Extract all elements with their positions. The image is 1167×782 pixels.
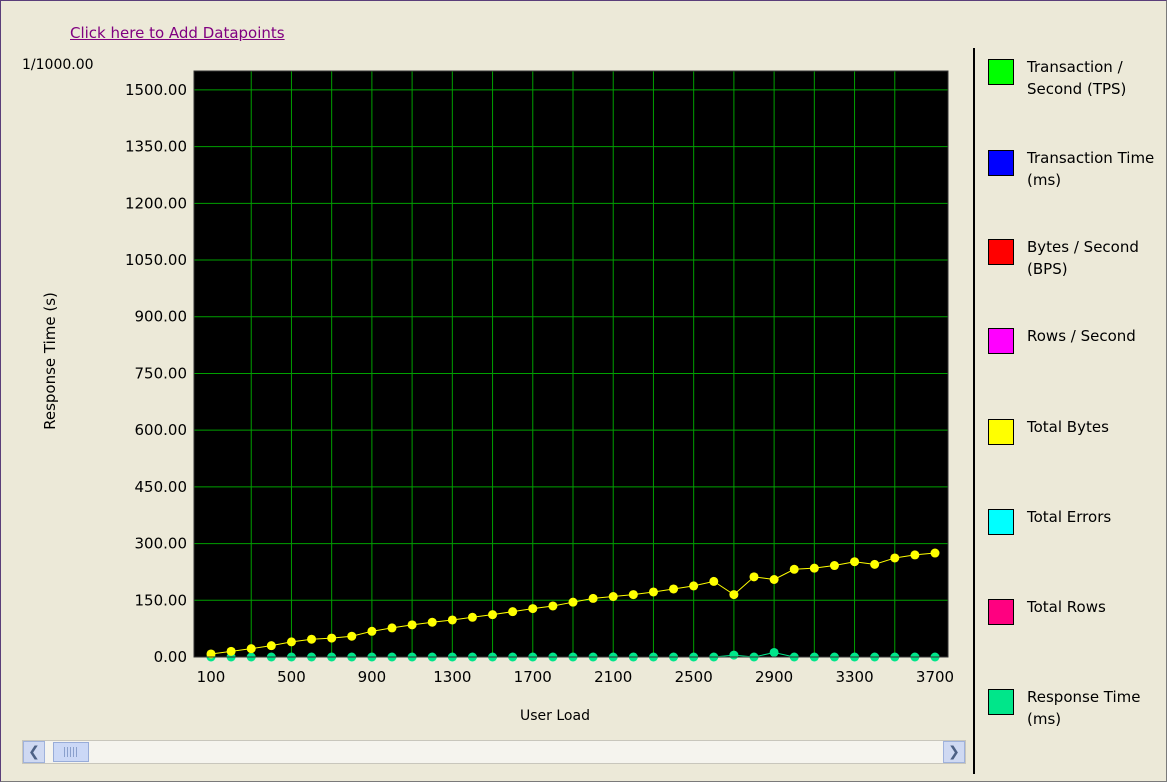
legend-label: Transaction / Second (TPS) [1027, 58, 1127, 98]
data-point [327, 633, 337, 643]
y-tick-label: 1350.00 [125, 138, 187, 156]
x-tick-label: 3300 [835, 668, 873, 686]
y-tick-label: 1200.00 [125, 194, 187, 212]
legend-swatch [988, 419, 1014, 445]
x-tick-label: 100 [197, 668, 226, 686]
legend-swatch [988, 689, 1014, 715]
data-point [568, 597, 578, 607]
legend-label: Total Bytes [1027, 418, 1109, 436]
data-point [890, 553, 900, 563]
data-point [488, 610, 498, 620]
x-axis-label: User Load [520, 708, 590, 724]
legend-divider [973, 48, 975, 774]
data-point [829, 561, 839, 571]
x-tick-label: 2100 [594, 668, 632, 686]
data-point [367, 626, 377, 636]
data-point [407, 620, 417, 630]
line-chart: 0.00 150.00 300.00 450.00 600.00 750.00 900.00… [125, 70, 954, 686]
legend-label: Response Time (ms) [1027, 688, 1141, 728]
data-point [729, 650, 739, 660]
data-point [749, 572, 759, 582]
data-point [608, 592, 618, 602]
data-point [266, 641, 276, 651]
legend-label: Bytes / Second (BPS) [1027, 238, 1139, 278]
y-tick-label: 600.00 [135, 421, 188, 439]
chevron-right-icon[interactable]: ❯ [943, 741, 965, 763]
horizontal-scrollbar[interactable]: ❮ ❯ [22, 740, 966, 764]
x-tick-label: 500 [277, 668, 306, 686]
y-tick-label: 150.00 [135, 591, 188, 609]
data-point [387, 623, 397, 633]
data-point [769, 574, 779, 584]
legend-swatch [988, 239, 1014, 265]
data-point [709, 576, 719, 586]
data-point [447, 615, 457, 625]
data-point [689, 581, 699, 591]
scrollbar-thumb[interactable] [53, 742, 89, 762]
data-point [789, 564, 799, 574]
plot-border [193, 70, 949, 658]
data-point [528, 604, 538, 614]
chevron-left-icon[interactable]: ❮ [23, 741, 45, 763]
data-point [548, 601, 558, 611]
data-point [467, 612, 477, 622]
data-point [870, 559, 880, 569]
x-tick-label: 2900 [755, 668, 793, 686]
data-point [930, 548, 940, 558]
data-point [427, 617, 437, 627]
data-point [628, 590, 638, 600]
x-tick-label: 1700 [514, 668, 552, 686]
y-tick-label: 1500.00 [125, 81, 187, 99]
legend-swatch [988, 150, 1014, 176]
x-tick-label: 2500 [675, 668, 713, 686]
data-point [769, 647, 779, 657]
grip-icon [64, 747, 78, 757]
y-tick-label: 750.00 [135, 364, 188, 382]
x-tick-label: 1300 [433, 668, 471, 686]
data-point [307, 634, 317, 644]
data-point [246, 644, 256, 654]
y-tick-label: 1050.00 [125, 251, 187, 269]
y-tick-label: 900.00 [135, 308, 188, 326]
y-tick-label: 300.00 [135, 535, 188, 553]
x-tick-label: 3700 [916, 668, 954, 686]
y-tick-label: 0.00 [154, 648, 187, 666]
add-datapoints-link[interactable]: Click here to Add Datapoints [70, 24, 285, 42]
data-point [850, 557, 860, 567]
legend-swatch [988, 328, 1014, 354]
legend-swatch [988, 509, 1014, 535]
data-point [729, 590, 739, 600]
data-point [809, 563, 819, 573]
legend-label: Rows / Second [1027, 327, 1136, 345]
data-point [508, 607, 518, 617]
legend-swatch [988, 59, 1014, 85]
data-point [588, 593, 598, 603]
data-point [226, 646, 236, 656]
data-point [206, 649, 216, 659]
data-point [669, 584, 679, 594]
legend-swatch [988, 599, 1014, 625]
legend-label: Total Rows [1027, 598, 1106, 616]
scale-label: 1/1000.00 [22, 57, 94, 73]
x-tick-label: 900 [358, 668, 387, 686]
legend-label: Total Errors [1027, 508, 1112, 526]
data-point [286, 637, 296, 647]
data-point [910, 550, 920, 560]
data-point [648, 587, 658, 597]
y-tick-label: 450.00 [135, 478, 188, 496]
legend-label: Transaction Time (ms) [1027, 149, 1155, 189]
data-point [347, 631, 357, 641]
plot-area [194, 71, 948, 657]
